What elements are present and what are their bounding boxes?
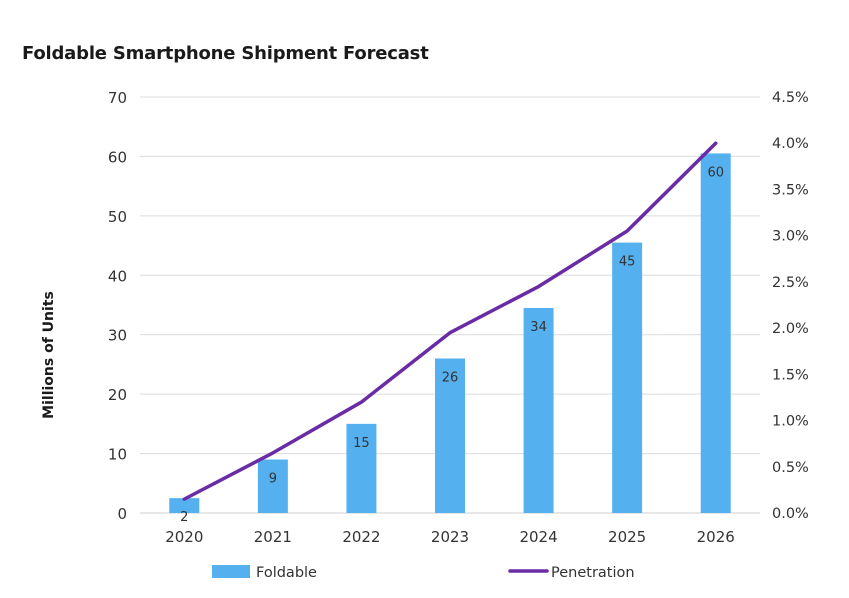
bar [612,242,643,513]
x-tick-label: 2025 [608,528,646,546]
y2-tick-label: 0.5% [772,460,809,476]
bar [257,459,288,513]
bar-data-label: 60 [707,165,724,180]
legend-swatch-foldable [212,565,250,578]
y-tick-label: 40 [108,267,127,285]
y2-tick-label: 4.0% [772,136,809,152]
x-tick-label: 2026 [697,528,735,546]
y-tick-label: 0 [117,505,127,523]
y-tick-label: 10 [108,446,127,464]
legend-label-penetration: Penetration [551,565,635,581]
x-tick-label: 2022 [342,528,380,546]
x-tick-label: 2020 [165,528,203,546]
bar-data-label: 15 [353,436,370,451]
y-tick-label: 70 [108,89,127,107]
bar [700,153,731,513]
y2-tick-label: 2.5% [772,275,809,291]
y-tick-label: 30 [108,327,127,345]
bar-data-label: 34 [530,320,547,335]
penetration-line [182,141,718,501]
y-tick-label: 20 [108,386,127,404]
bar [435,358,465,513]
bar [169,498,200,513]
bar-data-label: 2 [180,510,188,525]
y2-tick-label: 1.5% [772,367,809,383]
bar-data-label: 45 [619,255,636,270]
bar-data-label: 26 [442,370,459,385]
bar [523,307,554,513]
bar [346,423,377,513]
x-tick-label: 2023 [431,528,469,546]
y-axis-label: Millions of Units [41,291,57,419]
y2-tick-label: 1.0% [772,414,809,430]
x-tick-label: 2024 [519,528,557,546]
bar-data-label: 9 [269,472,277,487]
y-tick-label: 60 [108,148,127,166]
x-tick-label: 2021 [254,528,292,546]
y2-tick-label: 3.0% [772,229,809,245]
y2-tick-label: 3.5% [772,182,809,198]
y2-tick-label: 4.5% [772,90,809,106]
y2-tick-label: 0.0% [772,506,809,522]
chart-title: Foldable Smartphone Shipment Forecast [22,43,429,64]
y2-tick-label: 2.0% [772,321,809,337]
y-tick-label: 50 [108,208,127,226]
legend-label-foldable: Foldable [256,565,317,581]
